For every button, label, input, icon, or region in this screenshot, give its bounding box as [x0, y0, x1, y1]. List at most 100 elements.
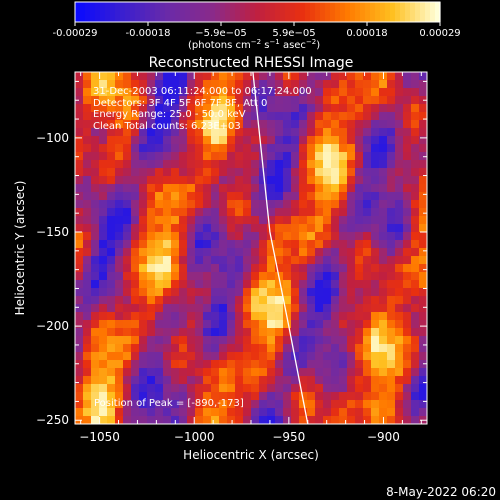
- heatmap-cell: [379, 152, 388, 161]
- heatmap-cell: [307, 392, 316, 401]
- heatmap-cell: [403, 304, 412, 313]
- heatmap-cell: [355, 360, 364, 369]
- heatmap-cell: [195, 184, 204, 193]
- heatmap-cell: [371, 320, 380, 329]
- heatmap-cell: [315, 240, 324, 249]
- heatmap-cell: [347, 80, 356, 89]
- heatmap-cell: [387, 192, 396, 201]
- heatmap-cell: [139, 104, 148, 113]
- heatmap-cell: [363, 352, 372, 361]
- heatmap-cell: [227, 136, 236, 145]
- heatmap-cell: [99, 328, 108, 337]
- heatmap-cell: [115, 248, 124, 257]
- heatmap-cell: [227, 152, 236, 161]
- heatmap-cell: [131, 96, 140, 105]
- heatmap-cell: [235, 376, 244, 385]
- heatmap-cell: [347, 312, 356, 321]
- heatmap-cell: [307, 72, 316, 81]
- heatmap-cell: [219, 416, 228, 425]
- heatmap-cell: [291, 144, 300, 153]
- heatmap-cell: [387, 336, 396, 345]
- heatmap-cell: [395, 104, 404, 113]
- heatmap-cell: [171, 104, 180, 113]
- heatmap-cell: [395, 200, 404, 209]
- heatmap-cell: [123, 184, 132, 193]
- heatmap-cell: [187, 152, 196, 161]
- heatmap-cell: [331, 200, 340, 209]
- heatmap-cell: [331, 192, 340, 201]
- heatmap-cell: [411, 200, 420, 209]
- heatmap-cell: [171, 232, 180, 241]
- heatmap-cell: [115, 312, 124, 321]
- heatmap-cell: [395, 152, 404, 161]
- heatmap-cell: [323, 160, 332, 169]
- heatmap-cell: [195, 312, 204, 321]
- heatmap-cell: [115, 120, 124, 129]
- heatmap-cell: [315, 264, 324, 273]
- heatmap-cell: [123, 80, 132, 89]
- heatmap-cell: [227, 264, 236, 273]
- heatmap-cell: [299, 264, 308, 273]
- heatmap-cell: [107, 112, 116, 121]
- heatmap-cell: [179, 328, 188, 337]
- heatmap-cell: [83, 128, 92, 137]
- heatmap-cell: [371, 328, 380, 337]
- heatmap-cell: [227, 408, 236, 417]
- heatmap-cell: [363, 400, 372, 409]
- heatmap-cell: [371, 176, 380, 185]
- heatmap-cell: [155, 96, 164, 105]
- heatmap-cell: [211, 176, 220, 185]
- heatmap-cell: [307, 200, 316, 209]
- heatmap-cell: [379, 240, 388, 249]
- heatmap-cell: [259, 312, 268, 321]
- heatmap-cell: [131, 352, 140, 361]
- heatmap-cell: [243, 296, 252, 305]
- heatmap-cell: [227, 368, 236, 377]
- heatmap-cell: [123, 416, 132, 425]
- heatmap-cell: [139, 312, 148, 321]
- heatmap-cell: [411, 240, 420, 249]
- heatmap-cell: [187, 104, 196, 113]
- heatmap-cell: [379, 200, 388, 209]
- heatmap-cell: [395, 176, 404, 185]
- heatmap-cell: [363, 328, 372, 337]
- heatmap-cell: [363, 80, 372, 89]
- heatmap-cell: [235, 408, 244, 417]
- heatmap-cell: [395, 88, 404, 97]
- heatmap-cell: [179, 376, 188, 385]
- heatmap-cell: [339, 96, 348, 105]
- heatmap-cell: [179, 240, 188, 249]
- heatmap-cell: [323, 304, 332, 313]
- heatmap-cell: [275, 136, 284, 145]
- heatmap-cell: [275, 144, 284, 153]
- heatmap-cell: [363, 392, 372, 401]
- heatmap-cell: [387, 216, 396, 225]
- heatmap-cell: [219, 104, 228, 113]
- heatmap-cell: [123, 176, 132, 185]
- x-tick-label: −1050: [79, 430, 120, 444]
- heatmap-cell: [171, 144, 180, 153]
- heatmap-cell: [355, 88, 364, 97]
- heatmap-cell: [243, 152, 252, 161]
- heatmap-cell: [307, 184, 316, 193]
- heatmap-cell: [259, 384, 268, 393]
- heatmap-cell: [83, 336, 92, 345]
- heatmap-cell: [411, 416, 420, 425]
- heatmap-cell: [115, 256, 124, 265]
- heatmap-cell: [347, 120, 356, 129]
- heatmap-cell: [331, 160, 340, 169]
- x-tick-label: −950: [272, 430, 305, 444]
- heatmap-cell: [83, 144, 92, 153]
- heatmap-cell: [147, 104, 156, 113]
- heatmap-cell: [195, 280, 204, 289]
- heatmap-cell: [387, 360, 396, 369]
- heatmap-cell: [211, 392, 220, 401]
- heatmap-cell: [283, 72, 292, 81]
- heatmap-cell: [243, 96, 252, 105]
- heatmap-cell: [283, 184, 292, 193]
- heatmap-cell: [379, 336, 388, 345]
- heatmap-cell: [235, 128, 244, 137]
- heatmap-cell: [187, 368, 196, 377]
- heatmap-cell: [211, 72, 220, 81]
- heatmap-cell: [371, 272, 380, 281]
